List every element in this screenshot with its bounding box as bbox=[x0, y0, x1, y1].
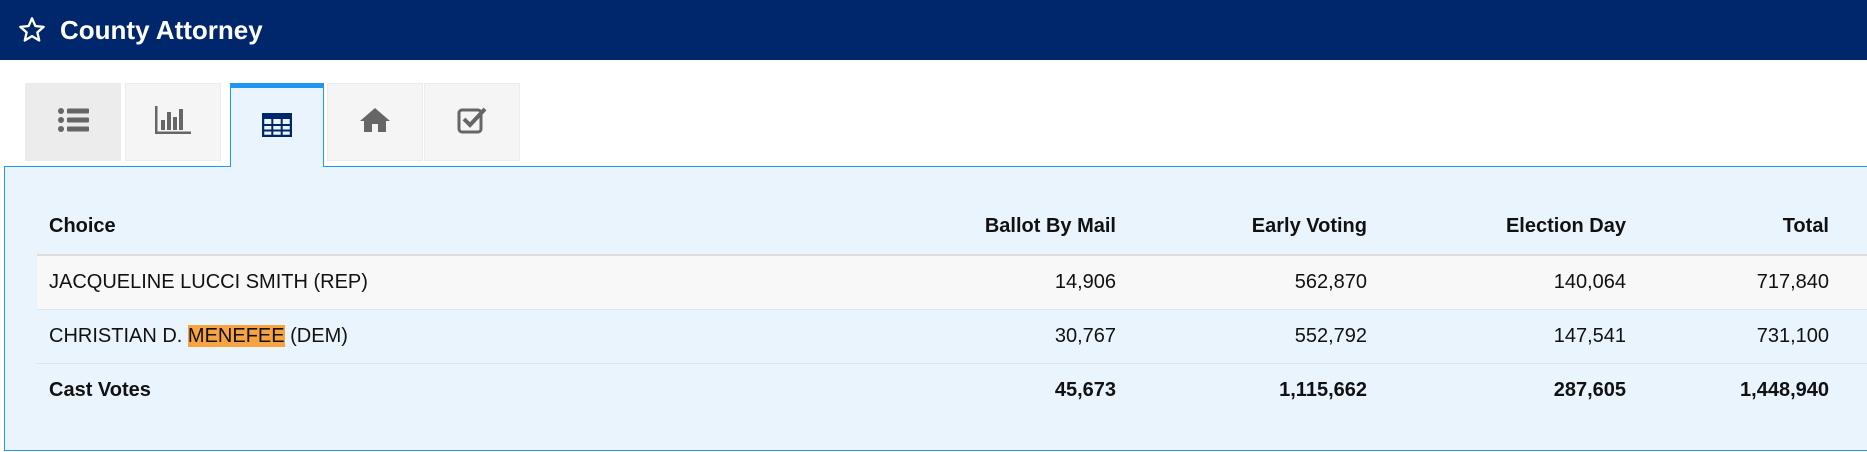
results-table: Choice Ballot By Mail Early Voting Elect… bbox=[37, 199, 1867, 417]
ballot-by-mail-total-cell: 45,673 bbox=[1054, 378, 1116, 401]
bar-chart-icon bbox=[155, 105, 191, 139]
header-bar: County Attorney bbox=[0, 0, 1867, 60]
checkbox-icon bbox=[457, 106, 487, 139]
total-cell: 717,840 bbox=[1638, 255, 1841, 310]
search-highlight: MENEFEE bbox=[187, 324, 285, 347]
choice-text-after: (DEM) bbox=[284, 324, 348, 347]
spacer-cell bbox=[1841, 363, 1867, 417]
election-day-total-cell: 287,605 bbox=[1553, 378, 1626, 401]
ballot-by-mail-cell: 14,906 bbox=[837, 255, 1128, 310]
total-row: Cast Votes 45,673 1,115,662 287,605 1,44… bbox=[37, 363, 1867, 417]
table-header-row: Choice Ballot By Mail Early Voting Elect… bbox=[37, 199, 1867, 256]
grand-total-cell: 1,448,940 bbox=[1740, 378, 1829, 401]
tab-table[interactable] bbox=[230, 83, 324, 167]
total-cell: 731,100 bbox=[1638, 309, 1841, 364]
election-day-cell: 147,541 bbox=[1379, 309, 1638, 364]
tab-checklist[interactable] bbox=[424, 83, 520, 161]
column-header-choice[interactable]: Choice bbox=[37, 199, 837, 256]
election-day-cell: 140,064 bbox=[1379, 255, 1638, 310]
choice-text-before: CHRISTIAN D. bbox=[49, 324, 188, 347]
table-icon bbox=[261, 112, 293, 142]
tab-home[interactable] bbox=[327, 83, 423, 161]
column-header-election-day[interactable]: Election Day bbox=[1379, 199, 1638, 256]
spacer-cell bbox=[1841, 255, 1867, 310]
early-voting-cell: 562,870 bbox=[1128, 255, 1379, 310]
table-row: CHRISTIAN D. MENEFEE (DEM) 30,767 552,79… bbox=[37, 309, 1867, 364]
column-header-total[interactable]: Total bbox=[1638, 199, 1841, 256]
column-header-early-voting[interactable]: Early Voting bbox=[1128, 199, 1379, 256]
column-spacer bbox=[1841, 199, 1867, 256]
list-icon bbox=[57, 107, 89, 138]
tab-list[interactable] bbox=[25, 83, 121, 161]
tab-bar-chart[interactable] bbox=[125, 83, 221, 161]
home-icon bbox=[359, 107, 391, 138]
choice-cell: JACQUELINE LUCCI SMITH (REP) bbox=[37, 255, 837, 310]
table-row: JACQUELINE LUCCI SMITH (REP) 14,906 562,… bbox=[37, 255, 1867, 310]
total-label-cell: Cast Votes bbox=[49, 378, 151, 401]
column-header-ballot-by-mail[interactable]: Ballot By Mail bbox=[837, 199, 1128, 256]
spacer-cell bbox=[1841, 309, 1867, 364]
early-voting-total-cell: 1,115,662 bbox=[1279, 378, 1367, 401]
choice-cell: CHRISTIAN D. MENEFEE (DEM) bbox=[37, 309, 837, 364]
star-outline-icon[interactable] bbox=[18, 16, 46, 44]
early-voting-cell: 552,792 bbox=[1128, 309, 1379, 364]
results-panel: Choice Ballot By Mail Early Voting Elect… bbox=[4, 166, 1867, 451]
page-title: County Attorney bbox=[60, 14, 263, 45]
ballot-by-mail-cell: 30,767 bbox=[837, 309, 1128, 364]
